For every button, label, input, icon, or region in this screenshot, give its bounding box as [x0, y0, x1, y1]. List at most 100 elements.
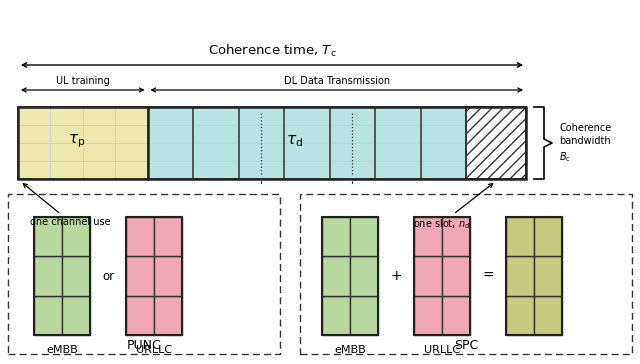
Text: one slot, $n_\mathrm{d}$: one slot, $n_\mathrm{d}$ — [413, 183, 493, 231]
Bar — [51, 125, 83, 143]
Bar — [350, 256, 378, 296]
Bar — [466, 107, 526, 179]
Bar — [300, 194, 632, 354]
Bar — [148, 125, 193, 143]
Bar — [148, 161, 193, 179]
Bar — [375, 161, 420, 179]
Bar — [239, 107, 284, 125]
Bar — [414, 217, 470, 335]
Text: SPC: SPC — [454, 339, 478, 352]
Text: one channel use: one channel use — [23, 183, 111, 227]
Bar — [148, 143, 193, 161]
Bar — [506, 296, 534, 335]
Bar — [83, 161, 115, 179]
Bar — [239, 143, 284, 161]
Bar — [330, 143, 375, 161]
Bar — [8, 194, 280, 354]
Bar — [154, 256, 182, 296]
Bar — [322, 217, 378, 335]
Bar — [322, 296, 350, 335]
Bar — [148, 107, 193, 179]
Bar — [126, 256, 154, 296]
Bar — [193, 125, 239, 143]
Bar — [506, 217, 534, 256]
Bar — [420, 107, 466, 125]
Bar — [284, 107, 330, 125]
Bar — [83, 143, 115, 161]
Bar — [350, 296, 378, 335]
Bar — [322, 217, 350, 256]
Bar — [239, 107, 284, 179]
Text: $\tau_\mathrm{p}$: $\tau_\mathrm{p}$ — [68, 133, 85, 150]
Bar — [284, 107, 330, 179]
Bar — [375, 125, 420, 143]
Bar — [34, 256, 62, 296]
Bar — [420, 125, 466, 143]
Bar — [193, 107, 239, 125]
Bar — [34, 296, 62, 335]
Bar — [154, 217, 182, 256]
Bar — [18, 107, 148, 179]
Bar — [414, 296, 442, 335]
Bar — [375, 107, 420, 179]
Bar — [420, 143, 466, 161]
Bar — [115, 143, 148, 161]
Bar — [51, 143, 83, 161]
Text: PUNC: PUNC — [127, 339, 161, 352]
Bar — [239, 161, 284, 179]
Bar — [18, 143, 51, 161]
Bar — [18, 107, 526, 179]
Bar — [62, 296, 90, 335]
Bar — [239, 125, 284, 143]
Bar — [534, 256, 562, 296]
Bar — [51, 161, 83, 179]
Bar — [330, 125, 375, 143]
Bar — [414, 256, 442, 296]
Bar — [83, 125, 115, 143]
Text: eMBB: eMBB — [334, 345, 366, 355]
Bar — [534, 217, 562, 256]
Bar — [18, 107, 51, 125]
Bar — [83, 107, 115, 125]
Bar — [420, 161, 466, 179]
Text: eMBB: eMBB — [46, 345, 78, 355]
Bar — [154, 296, 182, 335]
Bar — [284, 161, 330, 179]
Bar — [126, 296, 154, 335]
Bar — [322, 256, 350, 296]
Text: URLLC: URLLC — [136, 345, 172, 355]
Bar — [193, 161, 239, 179]
Bar — [420, 107, 466, 179]
Bar — [442, 217, 470, 256]
Bar — [18, 161, 51, 179]
Text: UL training: UL training — [56, 76, 109, 86]
Bar — [51, 107, 83, 125]
Bar — [115, 125, 148, 143]
Text: $\tau_\mathrm{d}$: $\tau_\mathrm{d}$ — [285, 134, 303, 149]
Bar — [193, 107, 239, 179]
Bar — [193, 143, 239, 161]
Bar — [350, 217, 378, 256]
Text: Coherence time, $T_\mathrm{c}$: Coherence time, $T_\mathrm{c}$ — [208, 43, 336, 59]
Bar — [506, 217, 562, 335]
Text: Coherence
bandwidth
$B_\mathrm{c}$: Coherence bandwidth $B_\mathrm{c}$ — [559, 123, 611, 163]
Bar — [414, 217, 442, 256]
Text: +: + — [390, 269, 402, 283]
Bar — [34, 217, 62, 256]
Bar — [442, 256, 470, 296]
Bar — [62, 217, 90, 256]
Bar — [375, 107, 420, 125]
Bar — [534, 296, 562, 335]
Text: DL Data Transmission: DL Data Transmission — [284, 76, 390, 86]
Text: URLLC: URLLC — [424, 345, 460, 355]
Bar — [442, 296, 470, 335]
Bar — [115, 107, 148, 125]
Bar — [126, 217, 182, 335]
Bar — [284, 125, 330, 143]
Bar — [115, 161, 148, 179]
Bar — [330, 107, 375, 179]
Text: =: = — [482, 269, 494, 283]
Text: or: or — [102, 270, 114, 282]
Bar — [330, 161, 375, 179]
Bar — [375, 143, 420, 161]
